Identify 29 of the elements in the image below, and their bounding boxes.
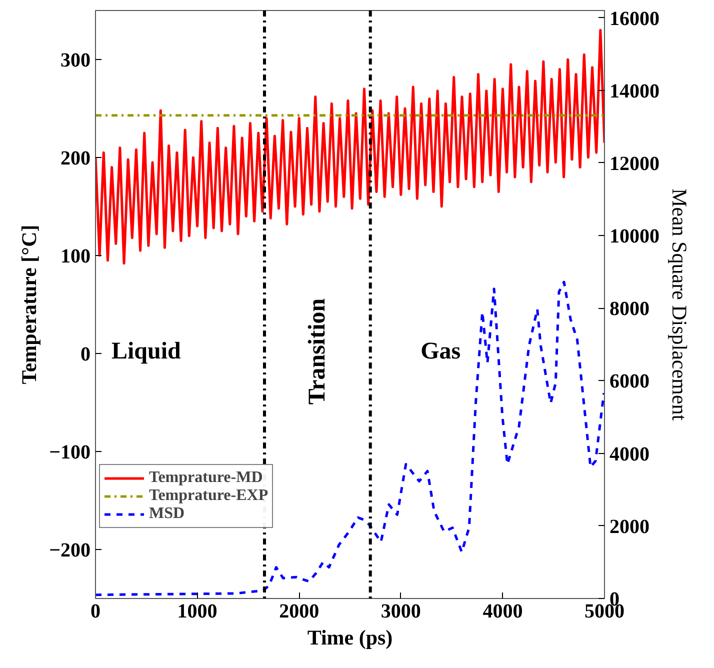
y2-tick-label: 12000 [610,152,660,175]
annotation: Transition [304,298,330,405]
y-tick-label: −200 [49,540,91,562]
line-series [96,28,604,265]
y2-tick-label: 2000 [610,516,650,538]
y2-axis-title: Mean Square Displacement [668,188,692,421]
x-tick-label: 4000 [482,600,523,622]
x-tick-label: 2000 [279,600,320,622]
y-tick-label: 0 [80,344,90,366]
annotation: Liquid [112,338,182,365]
y-axis-title: Temperature [°C] [17,224,42,384]
y-tick-label: 100 [60,246,90,268]
y-tick-label: 300 [60,50,90,72]
y-tick-label: 200 [60,148,90,170]
y2-tick-label: 10000 [610,226,660,248]
line-series [96,280,604,596]
legend-label: Temprature-MD [149,469,263,487]
legend-label: Temprature-EXP [149,487,268,505]
y2-tick-label: 4000 [610,443,650,466]
y2-tick-label: 8000 [610,298,650,320]
y2-tick-label: 6000 [610,370,650,393]
annotation: Gas [420,338,461,365]
legend-label: MSD [149,505,185,523]
y-tick-label: −100 [49,442,91,464]
x-tick-label: 3000 [380,600,421,622]
x-tick-label: 1000 [177,600,218,622]
x-axis-title: Time (ps) [307,626,393,650]
y2-tick-label: 16000 [610,8,660,30]
y2-tick-label: 14000 [610,80,660,102]
